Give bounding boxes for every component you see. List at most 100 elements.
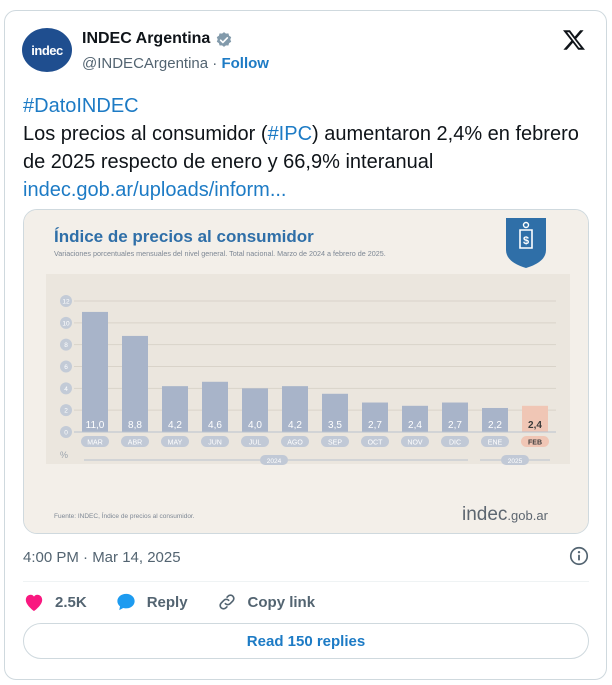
x-tick-label: NOV bbox=[407, 440, 423, 447]
value-label: 4,6 bbox=[208, 420, 222, 431]
report-link[interactable]: indec.gob.ar/uploads/inform... bbox=[23, 179, 287, 201]
x-tick-label: FEB bbox=[528, 440, 542, 447]
y-axis-label: % bbox=[60, 450, 68, 460]
y-tick-bubble bbox=[60, 426, 72, 438]
verified-badge-icon bbox=[216, 32, 232, 47]
divider bbox=[23, 581, 589, 582]
timestamp[interactable]: 4:00 PM · Mar 14, 2025 bbox=[23, 549, 181, 566]
y-tick-bubble bbox=[60, 316, 72, 329]
value-label: 8,8 bbox=[128, 420, 142, 431]
value-label: 3,5 bbox=[328, 420, 342, 431]
copy-link-label: Copy link bbox=[247, 593, 316, 611]
display-name[interactable]: INDEC Argentina bbox=[82, 30, 211, 47]
y-tick-label: 12 bbox=[62, 299, 70, 306]
reply-label: Reply bbox=[146, 593, 188, 611]
y-tick-bubble bbox=[60, 404, 72, 417]
indec-brand: indec.gob.ar bbox=[462, 504, 549, 525]
bar-oct bbox=[362, 402, 388, 432]
y-tick-label: 4 bbox=[64, 386, 68, 393]
bar-nov bbox=[402, 405, 428, 432]
value-label: 4,2 bbox=[288, 420, 302, 431]
x-tick-pill bbox=[121, 436, 149, 447]
value-label: 11,0 bbox=[86, 420, 105, 431]
x-tick-label: OCT bbox=[368, 440, 384, 447]
text-before: Los precios al consumidor ( bbox=[23, 123, 268, 145]
x-tick-pill bbox=[361, 436, 389, 447]
chart-subtitle: Variaciones porcentuales mensuales del n… bbox=[54, 249, 386, 258]
bar-mar bbox=[82, 311, 108, 432]
brand-suffix: .gob.ar bbox=[507, 508, 548, 523]
x-tick-pill bbox=[521, 436, 549, 447]
x-tick-pill bbox=[401, 436, 429, 447]
hashtag-link[interactable]: #DatoINDEC bbox=[23, 95, 139, 117]
x-tick-pill bbox=[441, 436, 469, 447]
tweet-media[interactable]: Índice de precios al consumidor Variacio… bbox=[23, 209, 589, 534]
chart-bars: 11,0 MAR 8,8 ABR 4,2 MAY 4,6 JUN 4,0 JUL 4,2 AGO 3,5… bbox=[74, 311, 556, 447]
y-tick-label: 0 bbox=[64, 430, 68, 437]
handle[interactable]: @INDECArgentina bbox=[82, 55, 209, 72]
value-label: 2,4 bbox=[528, 420, 542, 431]
x-tick-label: JUN bbox=[208, 440, 222, 447]
y-tick-label: 2 bbox=[64, 408, 68, 415]
avatar[interactable]: indec bbox=[22, 28, 72, 72]
bar-jun bbox=[202, 381, 228, 432]
action-bar: 2.5K Reply Copy link bbox=[23, 590, 343, 614]
value-label: 4,0 bbox=[248, 420, 262, 431]
bar-dic bbox=[442, 402, 468, 432]
reply-button[interactable]: Reply bbox=[115, 592, 188, 612]
x-tick-label: MAR bbox=[87, 440, 103, 447]
chart-source: Fuente: INDEC, Índice de precios al cons… bbox=[54, 511, 195, 520]
bar-abr bbox=[122, 335, 148, 432]
x-tick-label: MAY bbox=[168, 440, 183, 447]
y-tick-bubble bbox=[60, 382, 72, 395]
value-label: 2,4 bbox=[408, 420, 422, 431]
chart-title: Índice de precios al consumidor bbox=[54, 227, 314, 246]
x-tick-label: ENE bbox=[488, 440, 503, 447]
price-tag-badge-icon: $ bbox=[506, 218, 546, 268]
x-tick-pill bbox=[161, 436, 189, 447]
y-tick-bubble bbox=[60, 338, 72, 351]
value-label: 4,2 bbox=[168, 420, 182, 431]
y-tick-label: 6 bbox=[64, 364, 68, 371]
value-label: 2,7 bbox=[368, 420, 382, 431]
avatar-text: indec bbox=[31, 42, 63, 58]
year-label-2025: 2025 bbox=[508, 458, 523, 465]
x-tick-label: AGO bbox=[287, 440, 303, 447]
svg-text:$: $ bbox=[523, 235, 529, 247]
x-tick-pill bbox=[241, 436, 269, 447]
bar-feb bbox=[522, 405, 548, 432]
tweet-text: #DatoINDEC Los precios al consumidor (#I… bbox=[23, 92, 583, 204]
year-label-2024: 2024 bbox=[267, 458, 282, 465]
y-tick-bubble bbox=[60, 295, 72, 307]
x-tick-pill bbox=[81, 436, 109, 447]
x-tick-label: SEP bbox=[328, 440, 342, 447]
separator: · bbox=[212, 55, 218, 72]
info-icon[interactable] bbox=[568, 545, 590, 567]
x-tick-pill bbox=[281, 436, 309, 447]
copy-link-button[interactable]: Copy link bbox=[216, 592, 316, 612]
bar-jul bbox=[242, 388, 268, 432]
x-logo-icon[interactable] bbox=[562, 28, 586, 52]
y-tick-bubble bbox=[60, 360, 72, 373]
follow-button[interactable]: Follow bbox=[221, 55, 269, 72]
value-label: 2,2 bbox=[488, 420, 502, 431]
bar-may bbox=[162, 386, 188, 432]
y-tick-label: 10 bbox=[62, 320, 70, 327]
x-tick-pill bbox=[321, 436, 349, 447]
bar-ago bbox=[282, 386, 308, 432]
link-icon bbox=[218, 594, 235, 610]
ipc-hashtag-link[interactable]: #IPC bbox=[267, 123, 313, 145]
handle-row: @INDECArgentina · Follow bbox=[82, 55, 269, 72]
y-tick-label: 8 bbox=[64, 342, 68, 349]
like-button[interactable]: 2.5K bbox=[23, 592, 87, 612]
bar-sep bbox=[322, 393, 348, 432]
x-tick-label: DIC bbox=[449, 440, 461, 447]
heart-icon bbox=[25, 594, 43, 612]
x-tick-label: JUL bbox=[249, 440, 262, 447]
text-after: ) aumentaron 2,4% en febrero de 2025 res… bbox=[23, 123, 579, 173]
read-replies-button[interactable]: Read 150 replies bbox=[23, 623, 589, 659]
reply-bubble-icon bbox=[117, 593, 135, 611]
x-tick-label: ABR bbox=[128, 440, 142, 447]
x-tick-pill bbox=[481, 436, 509, 447]
value-label: 2,7 bbox=[448, 420, 462, 431]
